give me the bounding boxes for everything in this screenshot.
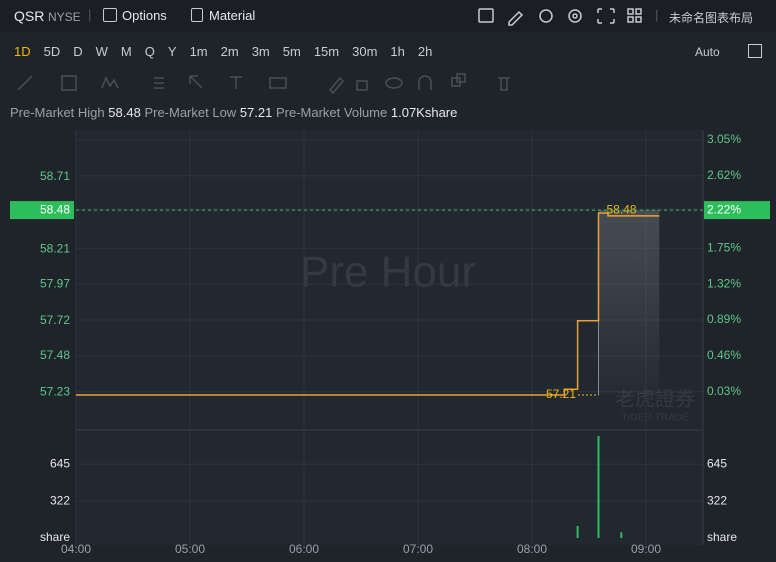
y-tick-label: 57.72	[40, 313, 70, 327]
y2-tick-label: 0.89%	[707, 312, 741, 326]
auto-button[interactable]: Auto	[695, 45, 720, 59]
layout-name[interactable]: 未命名图表布局	[669, 11, 754, 25]
timeframe-button[interactable]: 5D	[43, 44, 61, 59]
timeframe-button[interactable]: 1D	[14, 44, 31, 59]
brand-watermark: TIGER TRADE	[621, 413, 688, 424]
stat-value: 1.07Kshare	[390, 105, 458, 120]
timeframe-button[interactable]: Y	[167, 44, 177, 59]
range-shade	[598, 210, 660, 396]
y-tick-label: 58.71	[40, 169, 70, 183]
x-tick-label: 09:00	[631, 542, 661, 556]
timeframe-button[interactable]: Q	[144, 44, 155, 59]
timeframe-button[interactable]: 15m	[313, 44, 340, 59]
y-tick-label: 57.97	[40, 277, 70, 291]
y2-tick-label: 2.62%	[707, 168, 741, 182]
timeframes: 1D 5D D W M Q Y 1m 2m 3m 5m 15m 30m 1h 2h	[14, 44, 432, 59]
timeframe-button[interactable]: 1h	[390, 44, 405, 59]
timeframe-button[interactable]: M	[120, 44, 132, 59]
timeframe-button[interactable]: 5m	[282, 44, 301, 59]
timeframe-button[interactable]: 3m	[251, 44, 270, 59]
watermark: Pre Hour	[300, 248, 476, 297]
y2-tick-label: 322	[707, 493, 727, 507]
y-tick-label: 322	[50, 493, 70, 507]
timeframe-button[interactable]: 1m	[189, 44, 208, 59]
y-tick-label: 57.23	[40, 384, 70, 398]
y-tick-label: 57.48	[40, 348, 70, 362]
volume-bar	[597, 436, 600, 538]
timeframe-button[interactable]: 2h	[417, 44, 433, 59]
material-icon[interactable]	[191, 8, 203, 22]
x-tick-label: 06:00	[289, 542, 319, 556]
top-bar	[0, 0, 776, 32]
timeframe-button[interactable]: 2m	[220, 44, 239, 59]
current-price-box	[10, 201, 74, 220]
y-tick-label: 58.21	[40, 242, 70, 256]
y2-tick-label: 1.32%	[707, 276, 741, 290]
symbol: QSR	[14, 8, 45, 24]
high-marker-label: 58.48	[607, 202, 637, 216]
current-price-label: 58.48	[40, 202, 70, 216]
volume-bar	[620, 532, 623, 538]
volume-bar	[576, 525, 579, 538]
options-button[interactable]: Options	[122, 8, 167, 23]
y2-tick-label: 0.03%	[707, 384, 741, 398]
y2-tick-label: 0.46%	[707, 348, 741, 362]
low-marker-label: 57.21	[546, 387, 576, 401]
drawing-tools	[17, 73, 510, 94]
current-pct-box	[704, 201, 770, 220]
stats: Pre-Market High 58.48 Pre-Market Low 57.…	[10, 105, 457, 120]
timeframe-button[interactable]: W	[95, 44, 108, 59]
toolbar-icons[interactable]	[476, 6, 646, 26]
timeframe-button[interactable]: D	[73, 44, 83, 59]
volume-unit: share	[707, 530, 737, 544]
stat-label: Pre-Market Low	[144, 105, 237, 120]
y2-tick-label: 1.75%	[707, 241, 741, 255]
x-tick-label: 07:00	[403, 542, 433, 556]
sep: |	[88, 7, 92, 22]
x-tick-label: 04:00	[61, 542, 91, 556]
y2-tick-label: 645	[707, 456, 727, 470]
volume-unit: share	[40, 530, 70, 544]
options-icon[interactable]	[103, 8, 117, 22]
stat-label: Pre-Market High	[10, 105, 105, 120]
y2-tick-label: 3.05%	[707, 132, 741, 146]
x-tick-label: 08:00	[517, 542, 547, 556]
price-line	[76, 212, 660, 396]
timeframe-button[interactable]: 30m	[352, 44, 378, 59]
x-tick-label: 05:00	[175, 542, 205, 556]
sep: |	[655, 7, 659, 22]
exchange: NYSE	[48, 10, 81, 24]
fullscreen[interactable]	[748, 44, 762, 58]
stat-label: Pre-Market Volume	[275, 105, 388, 120]
current-pct-label: 2.22%	[707, 202, 741, 216]
y-tick-label: 645	[50, 456, 70, 470]
stat-value: 58.48	[108, 105, 141, 120]
material-button[interactable]: Material	[209, 8, 256, 23]
stat-value: 57.21	[239, 105, 273, 120]
